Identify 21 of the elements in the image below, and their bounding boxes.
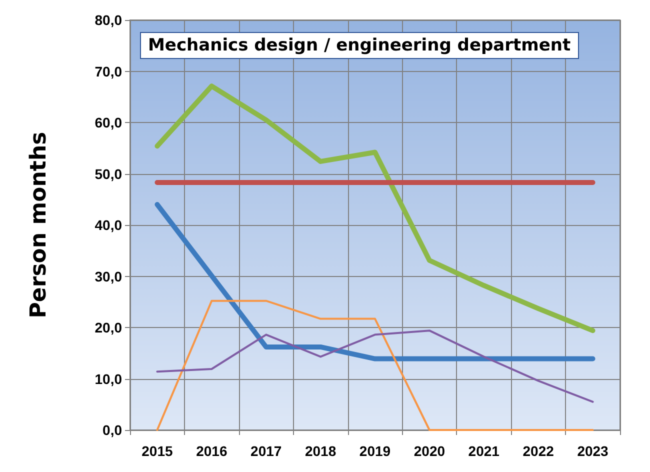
y-tick-label: 70,0 — [94, 63, 122, 80]
y-tick-label: 80,0 — [94, 12, 122, 28]
x-tick-label: 2017 — [250, 443, 282, 459]
y-axis-title: Person months — [26, 132, 52, 318]
y-tick-label: 50,0 — [94, 166, 122, 182]
y-tick-label: 0,0 — [102, 422, 122, 438]
x-tick-label: 2015 — [142, 443, 173, 459]
y-tick-label: 10,0 — [94, 370, 122, 387]
x-tick-label: 2023 — [577, 443, 609, 459]
x-tick-label: 2016 — [196, 443, 228, 459]
x-tick-label: 2021 — [468, 443, 500, 459]
x-tick-label: 2018 — [304, 443, 336, 459]
text: Mechanics design / engineering department — [148, 36, 571, 56]
y-tick-label: 20,0 — [94, 320, 122, 336]
y-tick-label: 40,0 — [94, 217, 122, 233]
x-tick-label: 2019 — [359, 443, 391, 459]
line-series — [156, 330, 594, 403]
y-tick-label: 60,0 — [94, 114, 122, 130]
y-tick-label: 30,0 — [94, 268, 122, 284]
x-tick-label: 2022 — [522, 443, 554, 459]
x-tick-label: 2020 — [414, 443, 446, 459]
